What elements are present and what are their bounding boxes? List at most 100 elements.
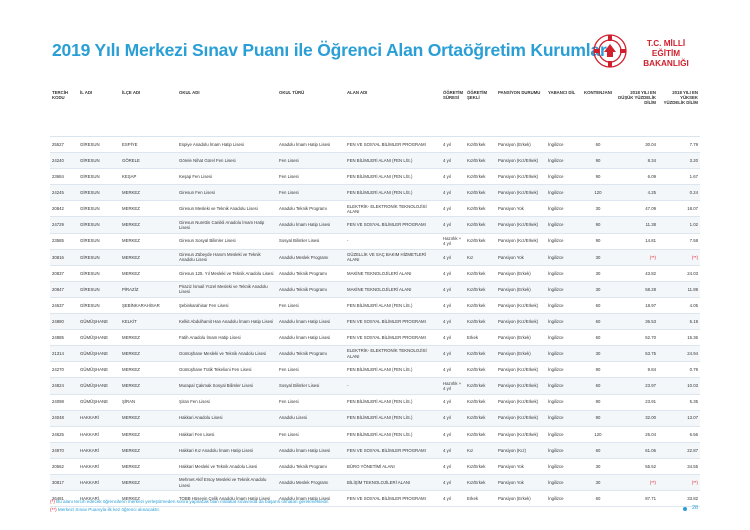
column-header: KONTENJANI (580, 88, 616, 137)
table-cell: Şebinkarahisar Fen Lisesi (177, 297, 277, 315)
table-cell: Kız/Erkek (465, 474, 496, 492)
table-cell: Hakkari Anadolu Lisesi (177, 410, 277, 427)
table-cell: 55.52 (616, 458, 658, 475)
table-cell: İngilizce (546, 458, 580, 475)
table-cell: Giresun Zübeyde Hanım Mesleki ve Teknik … (177, 249, 277, 266)
table-cell: 34.55 (658, 458, 700, 475)
table-cell: GÜZELLİK VE SAÇ BAKIM HİZMETLERİ ALANI (345, 249, 441, 266)
table-cell: ELEKTRİK- ELEKTRONİK TEKNOLOJİSİ ALANI (345, 200, 441, 218)
table-cell: Keşap Fen Lisesi (177, 168, 277, 186)
page-title: 2019 Yılı Merkezi Sınav Puanı ile Öğrenc… (52, 40, 612, 60)
table-cell: Fen Lisesi (277, 152, 345, 170)
table-cell: Erkek (465, 329, 496, 347)
table-cell: ŞİRAN (120, 394, 177, 411)
table-cell: 4 yıl (441, 265, 465, 282)
table-cell: Kız/Erkek (465, 265, 496, 282)
table-cell: KEŞAP (120, 168, 177, 186)
table-cell: MERKEZ (120, 329, 177, 347)
table-cell: Şiran Fen Lisesi (177, 394, 277, 411)
table-cell: 20837 (50, 265, 78, 282)
table-cell: Kız (465, 249, 496, 266)
table-row: 24098 GÜMÜŞHANE ŞİRAN Şiran Fen Lisesi Fen L… (50, 394, 700, 411)
table-cell: 6.09 (616, 168, 658, 186)
table-cell: FEN BİLİMLERİ ALANI (FEN LİS.) (345, 184, 441, 202)
table-cell: 1.02 (658, 216, 700, 234)
table-cell: MERKEZ (120, 345, 177, 363)
table-cell: MAKİNE TEKNOLOJİLERİ ALANI (345, 281, 441, 298)
table-cell: Kız/Erkek (465, 410, 496, 427)
table-cell: Anadolu İmam Hatip Lisesi (277, 329, 345, 347)
footnote-2-mark: (**) (50, 507, 57, 512)
table-cell: İngilizce (546, 184, 580, 202)
table-cell: Espiye Anadolu İmam Hatip Lisesi (177, 136, 277, 154)
table-cell: 25.04 (616, 426, 658, 443)
table-cell: 4.25 (616, 184, 658, 202)
table-body: 25527 GİRESUN ESPİYE Espiye Anadolu İmam Ha… (50, 136, 700, 508)
table-cell: Kız/Erkek (465, 313, 496, 331)
table-cell: Anadolu Teknik Programı (277, 200, 345, 218)
table-cell: 9.84 (616, 361, 658, 379)
table-cell: MERKEZ (120, 474, 177, 492)
table-row: 30817 HAKKARİ MERKEZ Mehmet Akif Ersoy Mesl… (50, 474, 700, 492)
table-cell: 18.07 (658, 200, 700, 218)
table-cell: 4 yıl (441, 474, 465, 492)
table-cell: 6.56 (658, 426, 700, 443)
column-header: ÖĞRETİM SÜRESİ (441, 88, 465, 137)
column-header: 2018 YILI EN DÜŞÜK YÜZDELİK DİLİM (616, 88, 658, 137)
table-cell: 23.91 (616, 394, 658, 411)
logo-line-2: BAKANLIĞI (643, 59, 689, 68)
table-cell: MAKİNE TEKNOLOJİLERİ ALANI (345, 265, 441, 282)
table-cell: 60 (580, 313, 616, 331)
table-cell: 0.79 (658, 361, 700, 379)
table-row: 30816 GİRESUN MERKEZ Giresun Zübeyde Hanım … (50, 249, 700, 266)
table-cell: 90 (580, 410, 616, 427)
table-cell: MERKEZ (120, 377, 177, 395)
table-cell: Anadolu İmam Hatip Lisesi (277, 136, 345, 154)
table-cell: 5.35 (658, 394, 700, 411)
table-cell: Anadolu Meslek Programı (277, 474, 345, 492)
table-cell: BİLİŞİM TEKNOLOJİLERİ ALANI (345, 474, 441, 492)
table-cell: Anadolu İmam Hatip Lisesi (277, 442, 345, 459)
table-cell: 30 (580, 458, 616, 475)
table-cell: Pansiyon (Kız/Erkek) (496, 361, 546, 379)
table-row: 20837 GİRESUN MERKEZ Giresun 125. Yıl Mesle… (50, 265, 700, 282)
schools-table: TERCİH KODU İL ADI İLÇE ADI OKUL ADI OKUL TÜ… (50, 88, 700, 508)
table-cell: Giresun Mesleki ve Teknik Anadolu Lisesi (177, 200, 277, 218)
table-cell: 60 (580, 136, 616, 154)
table-cell: FEN BİLİMLERİ ALANI (FEN LİS.) (345, 168, 441, 186)
table-cell: İngilizce (546, 345, 580, 363)
meb-logo-icon (593, 34, 627, 68)
table-cell: FEN BİLİMLERİ ALANI (FEN LİS.) (345, 361, 441, 379)
table-cell: 20842 (50, 200, 78, 218)
table-cell: Kız/Erkek (465, 426, 496, 443)
table-cell: Pansiyon (Kız/Erkek) (496, 233, 546, 250)
table-cell: Pansiyon (Erkek) (496, 490, 546, 508)
table-cell: Kız/Erkek (465, 361, 496, 379)
table-cell: 4 yıl (441, 490, 465, 508)
table-cell: Pansiyon (Kız) (496, 442, 546, 459)
table-cell: PİRAZİZ (120, 281, 177, 298)
table-row: 24729 GİRESUN MERKEZ Giresun Nurettin Canik… (50, 216, 700, 234)
table-cell: 90 (580, 168, 616, 186)
table-cell: Pansiyon (Kız/Erkek) (496, 297, 546, 315)
table-cell: 25527 (50, 136, 78, 154)
table-cell: Pansiyon Yok (496, 249, 546, 266)
table-cell: 58.28 (616, 281, 658, 298)
table-row: 24824 GÜMÜŞHANE MERKEZ Murapal Çakmak Sosya… (50, 377, 700, 395)
table-cell: 4 yıl (441, 361, 465, 379)
table-cell: GİRESUN (78, 200, 120, 218)
table-cell: Pansiyon Yok (496, 474, 546, 492)
page-dot-icon (683, 507, 687, 511)
table-cell: Anadolu Teknik Programı (277, 345, 345, 363)
table-cell: 4 yıl (441, 216, 465, 234)
table-cell: Pansiyon (Erkek) (496, 265, 546, 282)
table-cell: İngilizce (546, 361, 580, 379)
column-header: OKUL ADI (177, 88, 277, 137)
table-cell: GİRESUN (78, 168, 120, 186)
table-cell: Sosyal Bilimler Lisesi (277, 377, 345, 395)
table-row: 24880 GÜMÜŞHANE KELKİT Kelkit Abdulhamit Ha… (50, 313, 700, 331)
table-cell: Murapal Çakmak Sosyal Bilimler Lisesi (177, 377, 277, 395)
table-cell: 24245 (50, 184, 78, 202)
table-cell: Anadolu İmam Hatip Lisesi (277, 490, 345, 508)
table-cell: İngilizce (546, 265, 580, 282)
